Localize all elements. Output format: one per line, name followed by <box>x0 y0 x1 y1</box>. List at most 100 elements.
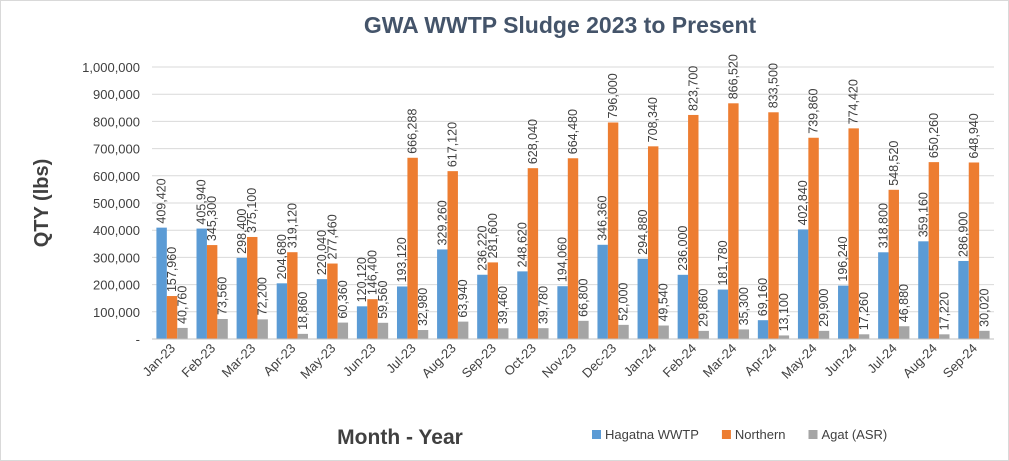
value-label: 617,120 <box>446 122 460 167</box>
value-label: 248,620 <box>515 222 529 267</box>
bar <box>177 327 188 339</box>
bar <box>757 320 769 339</box>
y-tick-label: 300,000 <box>93 250 140 265</box>
bar <box>567 158 579 339</box>
legend-swatch <box>592 430 601 439</box>
value-label: 35,300 <box>737 287 751 325</box>
y-axis-label: QTY (lbs) <box>31 159 53 248</box>
legend-swatch <box>808 430 818 439</box>
bar <box>316 279 328 339</box>
value-label: 796,000 <box>606 73 620 118</box>
y-tick-label: 900,000 <box>93 87 140 102</box>
bar <box>407 157 418 339</box>
value-label: 286,900 <box>957 212 971 257</box>
bar <box>597 244 608 339</box>
value-label: 277,460 <box>325 214 339 259</box>
bar <box>888 189 899 339</box>
bar <box>848 128 859 339</box>
bar <box>487 262 499 339</box>
bar <box>878 252 889 339</box>
bar <box>838 285 849 339</box>
bar <box>939 334 950 339</box>
bar <box>738 329 750 339</box>
bar <box>297 333 308 339</box>
value-label: 40,760 <box>175 286 189 324</box>
value-label: 49,540 <box>657 283 671 321</box>
value-label: 345,300 <box>205 196 219 241</box>
value-label: 29,900 <box>817 289 831 327</box>
value-label: 30,020 <box>977 289 991 327</box>
bar <box>156 227 167 339</box>
value-label: 319,120 <box>285 203 299 248</box>
bar <box>818 330 830 339</box>
value-label: 823,700 <box>686 66 700 111</box>
bar <box>768 112 779 340</box>
value-label: 146,400 <box>366 250 380 295</box>
value-label: 359,160 <box>916 192 930 237</box>
bar <box>196 228 207 339</box>
bar <box>858 334 870 339</box>
bar <box>808 137 819 339</box>
bar <box>327 263 338 339</box>
y-tick-label: 200,000 <box>93 278 140 293</box>
bar <box>698 330 709 339</box>
value-label: 59,560 <box>376 281 390 319</box>
bar <box>958 260 969 339</box>
legend-swatch <box>721 430 731 439</box>
legend-label: Agat (ASR) <box>822 427 888 442</box>
value-label: 220,040 <box>315 230 329 275</box>
bar <box>647 146 659 339</box>
value-label: 32,980 <box>416 288 430 326</box>
bar <box>236 257 248 339</box>
bar <box>637 258 648 339</box>
bar <box>898 326 910 339</box>
value-label: 402,840 <box>796 180 810 225</box>
value-label: 628,040 <box>526 119 540 164</box>
value-label: 774,420 <box>847 79 861 124</box>
value-label: 181,780 <box>716 240 730 285</box>
bar <box>928 162 940 339</box>
bar <box>217 318 228 339</box>
bar <box>498 328 509 339</box>
value-label: 29,860 <box>697 289 711 327</box>
value-label: 298,400 <box>235 209 249 254</box>
bar <box>437 249 448 339</box>
bar <box>578 320 589 339</box>
value-label: 194,060 <box>556 237 570 282</box>
bar <box>677 274 689 339</box>
bar <box>417 330 429 339</box>
y-tick-label: - <box>136 332 140 347</box>
bar <box>688 114 699 339</box>
value-label: 739,860 <box>807 89 821 134</box>
value-label: 236,220 <box>475 226 489 271</box>
value-label: 664,480 <box>566 109 580 154</box>
value-label: 329,260 <box>435 200 449 245</box>
bar <box>918 241 929 339</box>
value-label: 193,120 <box>395 237 409 282</box>
value-label: 157,960 <box>165 247 179 292</box>
bar <box>557 286 568 339</box>
value-label: 73,560 <box>216 277 230 315</box>
bar <box>396 286 408 339</box>
bar <box>778 335 790 339</box>
bar <box>797 229 809 339</box>
value-label: 17,220 <box>937 292 951 330</box>
bar <box>287 252 298 339</box>
value-label: 375,100 <box>245 188 259 233</box>
value-label: 196,240 <box>836 236 850 281</box>
value-label: 63,940 <box>456 279 470 317</box>
bar <box>477 274 488 339</box>
legend-label: Hagatna WWTP <box>605 427 699 442</box>
y-tick-label: 100,000 <box>93 305 140 320</box>
value-label: 405,940 <box>195 179 209 224</box>
y-tick-label: 800,000 <box>93 114 140 129</box>
bar <box>337 322 349 339</box>
bar <box>658 325 669 339</box>
value-label: 548,520 <box>887 141 901 186</box>
y-tick-label: 600,000 <box>93 169 140 184</box>
value-label: 17,260 <box>857 292 871 330</box>
bar <box>377 322 389 339</box>
bar <box>247 236 258 339</box>
value-label: 318,800 <box>876 203 890 248</box>
